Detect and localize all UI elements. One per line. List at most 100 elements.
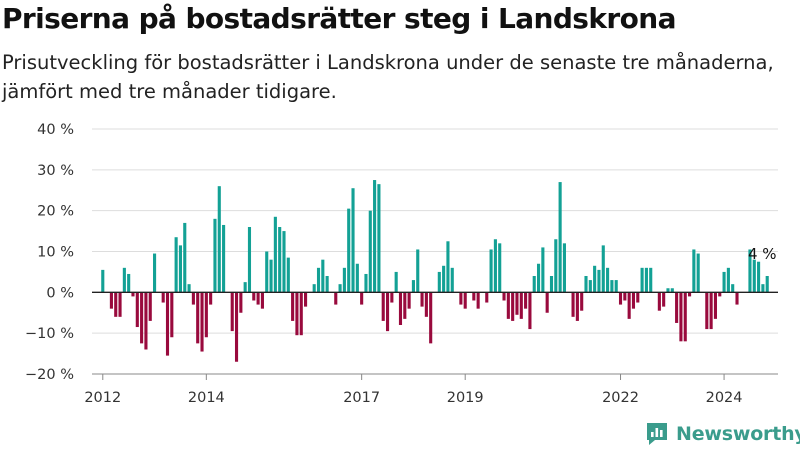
- bar[interactable]: [252, 292, 256, 301]
- bar[interactable]: [273, 216, 277, 293]
- bar[interactable]: [536, 263, 541, 293]
- bar[interactable]: [131, 292, 135, 297]
- bar[interactable]: [549, 276, 554, 293]
- bar[interactable]: [713, 292, 717, 319]
- bar[interactable]: [204, 292, 208, 338]
- bar[interactable]: [394, 271, 398, 293]
- bar[interactable]: [489, 249, 493, 293]
- bar[interactable]: [407, 292, 411, 309]
- bar[interactable]: [230, 292, 234, 332]
- bar[interactable]: [731, 284, 735, 293]
- bar[interactable]: [239, 292, 243, 313]
- bar[interactable]: [312, 284, 316, 293]
- bar[interactable]: [286, 257, 290, 293]
- bar[interactable]: [187, 284, 191, 293]
- bar[interactable]: [688, 292, 692, 297]
- bar[interactable]: [291, 292, 295, 321]
- bar[interactable]: [558, 182, 562, 293]
- bar[interactable]: [627, 292, 631, 319]
- bar[interactable]: [429, 292, 433, 344]
- bar[interactable]: [360, 292, 364, 305]
- bar[interactable]: [636, 292, 640, 303]
- bar[interactable]: [761, 284, 765, 293]
- bar[interactable]: [165, 292, 170, 356]
- bar[interactable]: [675, 292, 679, 323]
- bar[interactable]: [122, 267, 126, 293]
- bar[interactable]: [381, 292, 385, 321]
- bar[interactable]: [502, 292, 506, 301]
- bar[interactable]: [209, 292, 213, 305]
- bar[interactable]: [644, 267, 648, 293]
- bar[interactable]: [709, 292, 713, 330]
- bar[interactable]: [601, 245, 605, 293]
- bar[interactable]: [757, 261, 761, 293]
- bar[interactable]: [161, 292, 165, 303]
- bar[interactable]: [403, 292, 407, 319]
- bar[interactable]: [278, 227, 282, 293]
- bar[interactable]: [498, 243, 502, 293]
- bar[interactable]: [752, 259, 756, 293]
- bar[interactable]: [437, 271, 441, 293]
- bar[interactable]: [148, 292, 152, 321]
- bar[interactable]: [101, 269, 105, 293]
- bar[interactable]: [364, 273, 368, 293]
- bar[interactable]: [618, 292, 623, 305]
- bar[interactable]: [726, 267, 730, 293]
- bar[interactable]: [325, 276, 329, 293]
- bar[interactable]: [476, 292, 480, 309]
- bar[interactable]: [696, 253, 700, 293]
- bar[interactable]: [338, 284, 342, 293]
- bar[interactable]: [321, 259, 325, 293]
- bar[interactable]: [446, 241, 450, 293]
- bar[interactable]: [234, 292, 239, 362]
- bar[interactable]: [580, 292, 584, 311]
- bar[interactable]: [260, 292, 264, 309]
- bar[interactable]: [657, 292, 661, 311]
- bar[interactable]: [735, 292, 739, 305]
- bar[interactable]: [692, 249, 696, 293]
- bar[interactable]: [575, 292, 579, 321]
- bar[interactable]: [506, 292, 510, 319]
- bar[interactable]: [178, 245, 182, 293]
- bar[interactable]: [545, 292, 549, 313]
- bar[interactable]: [666, 288, 670, 293]
- bar[interactable]: [377, 184, 381, 293]
- bar[interactable]: [355, 263, 359, 293]
- bar[interactable]: [170, 292, 174, 338]
- bar[interactable]: [463, 292, 467, 309]
- bar[interactable]: [532, 276, 536, 293]
- bar[interactable]: [597, 269, 601, 293]
- bar[interactable]: [135, 292, 139, 328]
- bar[interactable]: [368, 210, 372, 293]
- bar[interactable]: [196, 292, 200, 344]
- bar[interactable]: [347, 208, 351, 293]
- bar[interactable]: [256, 292, 260, 305]
- newsworthy-logo[interactable]: Newsworthy: [645, 420, 800, 448]
- bar[interactable]: [420, 292, 424, 307]
- bar[interactable]: [640, 267, 644, 293]
- bar[interactable]: [411, 280, 415, 293]
- bar[interactable]: [222, 224, 226, 293]
- bar[interactable]: [109, 292, 113, 309]
- bar[interactable]: [398, 292, 403, 325]
- bar[interactable]: [515, 292, 519, 315]
- bar[interactable]: [334, 292, 338, 305]
- bar[interactable]: [528, 292, 532, 330]
- bar[interactable]: [493, 239, 497, 293]
- bar[interactable]: [200, 292, 204, 352]
- bar[interactable]: [373, 180, 377, 293]
- bar[interactable]: [114, 292, 118, 317]
- bar[interactable]: [485, 292, 489, 303]
- bar[interactable]: [316, 267, 321, 293]
- bar[interactable]: [459, 292, 463, 305]
- bar[interactable]: [718, 292, 722, 297]
- bar[interactable]: [593, 265, 597, 293]
- bar[interactable]: [748, 249, 752, 293]
- bar[interactable]: [265, 251, 269, 293]
- bar[interactable]: [243, 282, 247, 293]
- bar[interactable]: [524, 292, 528, 309]
- bar[interactable]: [351, 188, 355, 293]
- bar[interactable]: [174, 237, 178, 293]
- bar[interactable]: [385, 292, 390, 332]
- bar[interactable]: [442, 265, 446, 293]
